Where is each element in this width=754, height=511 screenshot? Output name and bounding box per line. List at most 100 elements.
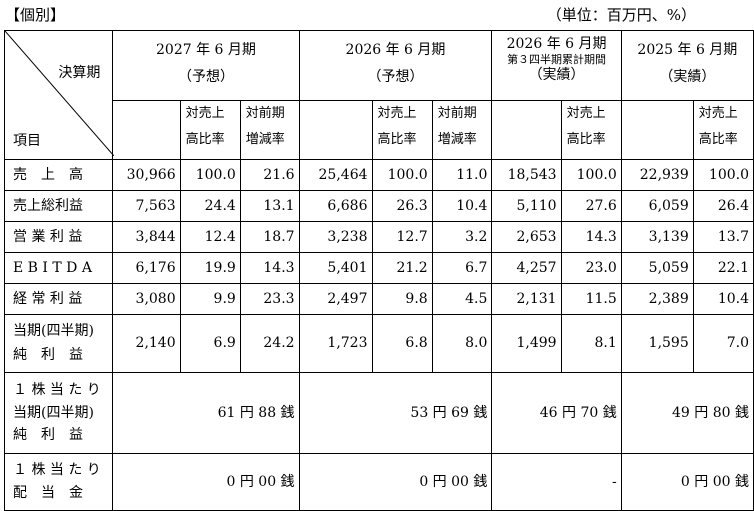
table-cell: 9.8 xyxy=(371,283,433,315)
table-cell: 3,080 xyxy=(112,283,181,315)
table-cell: 13.1 xyxy=(239,190,300,222)
group-header-2: 2026 年 6 月期 （予想） xyxy=(298,30,493,101)
table-cell: 12.4 xyxy=(179,221,241,253)
table-cell: 0 円 00 銭 xyxy=(112,453,300,511)
unit-note: （単位：百万円、%） xyxy=(546,6,696,24)
header-blank-amount xyxy=(298,100,373,160)
row-label: 売上総利益 xyxy=(3,190,114,222)
table-cell: 22,939 xyxy=(620,159,694,191)
header-blank-amount xyxy=(112,100,181,160)
table-cell: 8.1 xyxy=(560,314,622,373)
diagonal-line xyxy=(5,31,114,156)
header-ratio-sales: 対売上 高比率 xyxy=(371,100,433,160)
group-header-3: 2026 年 6 月期 第３四半期累計期間 （実績） xyxy=(491,30,622,101)
table-cell: 6,059 xyxy=(620,190,694,222)
table-cell: 49 円 80 銭 xyxy=(620,372,754,454)
table-cell: 1,499 xyxy=(491,314,562,373)
table-cell: 23.3 xyxy=(239,283,300,315)
table-cell: 27.6 xyxy=(560,190,622,222)
table-cell: 8.0 xyxy=(431,314,493,373)
table-cell: 4,257 xyxy=(491,252,562,284)
table-cell: 100.0 xyxy=(560,159,622,191)
table-cell: 10.4 xyxy=(692,283,754,315)
table-row: 売 上 高 30,966 100.0 21.6 25,464 100.0 11.… xyxy=(3,159,754,191)
table-row: １ 株 当 た り 当期(四半期) 純 利 益 61 円 88 銭 53 円 6… xyxy=(3,372,754,454)
table-cell: 100.0 xyxy=(371,159,433,191)
table-cell: 11.5 xyxy=(560,283,622,315)
table-cell: 1,595 xyxy=(620,314,694,373)
table-cell: 2,497 xyxy=(298,283,373,315)
row-label: 売 上 高 xyxy=(3,159,114,191)
table-cell: 21.6 xyxy=(239,159,300,191)
table-cell: 53 円 69 銭 xyxy=(298,372,493,454)
header-ratio-yoy: 対前期 増減率 xyxy=(431,100,493,160)
row-label: １ 株 当 た り 配 当 金 xyxy=(3,453,114,511)
group-header-4: 2025 年 6 月期 （実績） xyxy=(620,30,754,101)
table-cell: 26.4 xyxy=(692,190,754,222)
group-header-1: 2027 年 6 月期 （予想） xyxy=(112,30,300,101)
table-cell: 2,653 xyxy=(491,221,562,253)
table-cell: 3,139 xyxy=(620,221,694,253)
table-cell: 100.0 xyxy=(179,159,241,191)
table-cell: 14.3 xyxy=(560,221,622,253)
table-cell: 24.2 xyxy=(239,314,300,373)
table-cell: 14.3 xyxy=(239,252,300,284)
table-cell: - xyxy=(491,453,622,511)
table-cell: 3,844 xyxy=(112,221,181,253)
table-cell: 5,059 xyxy=(620,252,694,284)
table-cell: 2,131 xyxy=(491,283,562,315)
table-cell: 7,563 xyxy=(112,190,181,222)
table-cell: 26.3 xyxy=(371,190,433,222)
table-cell: 19.9 xyxy=(179,252,241,284)
table-cell: 30,966 xyxy=(112,159,181,191)
table-cell: 12.7 xyxy=(371,221,433,253)
header-blank-amount xyxy=(620,100,694,160)
table-cell: 11.0 xyxy=(431,159,493,191)
table-cell: 18,543 xyxy=(491,159,562,191)
table-row: 当期(四半期) 純 利 益 2,140 6.9 24.2 1,723 6.8 8… xyxy=(3,314,754,373)
table-cell: 5,401 xyxy=(298,252,373,284)
table-cell: 9.9 xyxy=(179,283,241,315)
row-label: １ 株 当 た り 当期(四半期) 純 利 益 xyxy=(3,372,114,454)
header-ratio-sales: 対売上 高比率 xyxy=(692,100,754,160)
table-row: 経 常 利 益 3,080 9.9 23.3 2,497 9.8 4.5 2,1… xyxy=(3,283,754,315)
kessanki-label: 決算期 xyxy=(58,65,101,81)
table-cell: 100.0 xyxy=(692,159,754,191)
header-diagonal-cell: 決算期 項目 xyxy=(3,30,114,160)
table-cell: 21.2 xyxy=(371,252,433,284)
table-cell: 3,238 xyxy=(298,221,373,253)
row-label: E B I T D A xyxy=(3,252,114,284)
header-blank-amount xyxy=(491,100,562,160)
table-cell: 24.4 xyxy=(179,190,241,222)
table-row: １ 株 当 た り 配 当 金 0 円 00 銭 0 円 00 銭 - 0 円 … xyxy=(3,453,754,511)
table-cell: 10.4 xyxy=(431,190,493,222)
header-ratio-sales: 対売上 高比率 xyxy=(179,100,241,160)
header-ratio-yoy: 対前期 増減率 xyxy=(239,100,300,160)
section-heading: 【個別】 xyxy=(5,6,66,24)
table-cell: 6,176 xyxy=(112,252,181,284)
table-row: E B I T D A 6,176 19.9 14.3 5,401 21.2 6… xyxy=(3,252,754,284)
table-cell: 46 円 70 銭 xyxy=(491,372,622,454)
table-cell: 6.7 xyxy=(431,252,493,284)
table-cell: 7.0 xyxy=(692,314,754,373)
table-cell: 25,464 xyxy=(298,159,373,191)
table-cell: 6,686 xyxy=(298,190,373,222)
table-cell: 61 円 88 銭 xyxy=(112,372,300,454)
table-row: 営 業 利 益 3,844 12.4 18.7 3,238 12.7 3.2 2… xyxy=(3,221,754,253)
row-label: 営 業 利 益 xyxy=(3,221,114,253)
table-cell: 3.2 xyxy=(431,221,493,253)
koumoku-label: 項目 xyxy=(13,132,41,149)
table-cell: 23.0 xyxy=(560,252,622,284)
row-label: 当期(四半期) 純 利 益 xyxy=(3,314,114,373)
row-label: 経 常 利 益 xyxy=(3,283,114,315)
table-cell: 13.7 xyxy=(692,221,754,253)
table-cell: 22.1 xyxy=(692,252,754,284)
table-cell: 6.8 xyxy=(371,314,433,373)
table-cell: 2,140 xyxy=(112,314,181,373)
table-cell: 4.5 xyxy=(431,283,493,315)
table-cell: 0 円 00 銭 xyxy=(298,453,493,511)
table-cell: 5,110 xyxy=(491,190,562,222)
forecast-table: 決算期 項目 2027 年 6 月期 （予想） 2026 年 6 月期 （予想）… xyxy=(3,30,754,511)
table-row: 売上総利益 7,563 24.4 13.1 6,686 26.3 10.4 5,… xyxy=(3,190,754,222)
table-cell: 18.7 xyxy=(239,221,300,253)
